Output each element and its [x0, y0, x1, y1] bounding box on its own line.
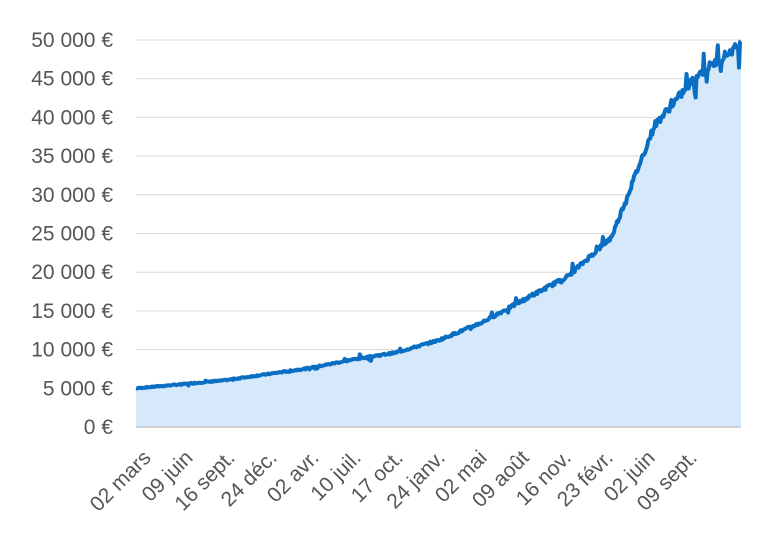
y-tick-label: 35 000 € — [31, 145, 113, 168]
y-tick-label: 50 000 € — [31, 29, 113, 52]
y-tick-label: 25 000 € — [31, 223, 113, 246]
area-fill — [136, 41, 741, 427]
series-line — [135, 39, 743, 391]
y-tick-label: 5 000 € — [43, 377, 113, 400]
y-tick-label: 0 € — [84, 416, 114, 439]
y-tick-label: 15 000 € — [31, 300, 113, 323]
grid-lines — [136, 39, 741, 389]
y-axis: 0 € 5 000 € 10 000 € 15 000 € 20 000 € 25 000… — [31, 29, 113, 439]
y-tick-label: 40 000 € — [31, 106, 113, 129]
y-tick-label: 45 000 € — [31, 68, 113, 91]
y-tick-label: 20 000 € — [31, 261, 113, 284]
y-tick-label: 10 000 € — [31, 339, 113, 362]
y-tick-label: 30 000 € — [31, 184, 113, 207]
